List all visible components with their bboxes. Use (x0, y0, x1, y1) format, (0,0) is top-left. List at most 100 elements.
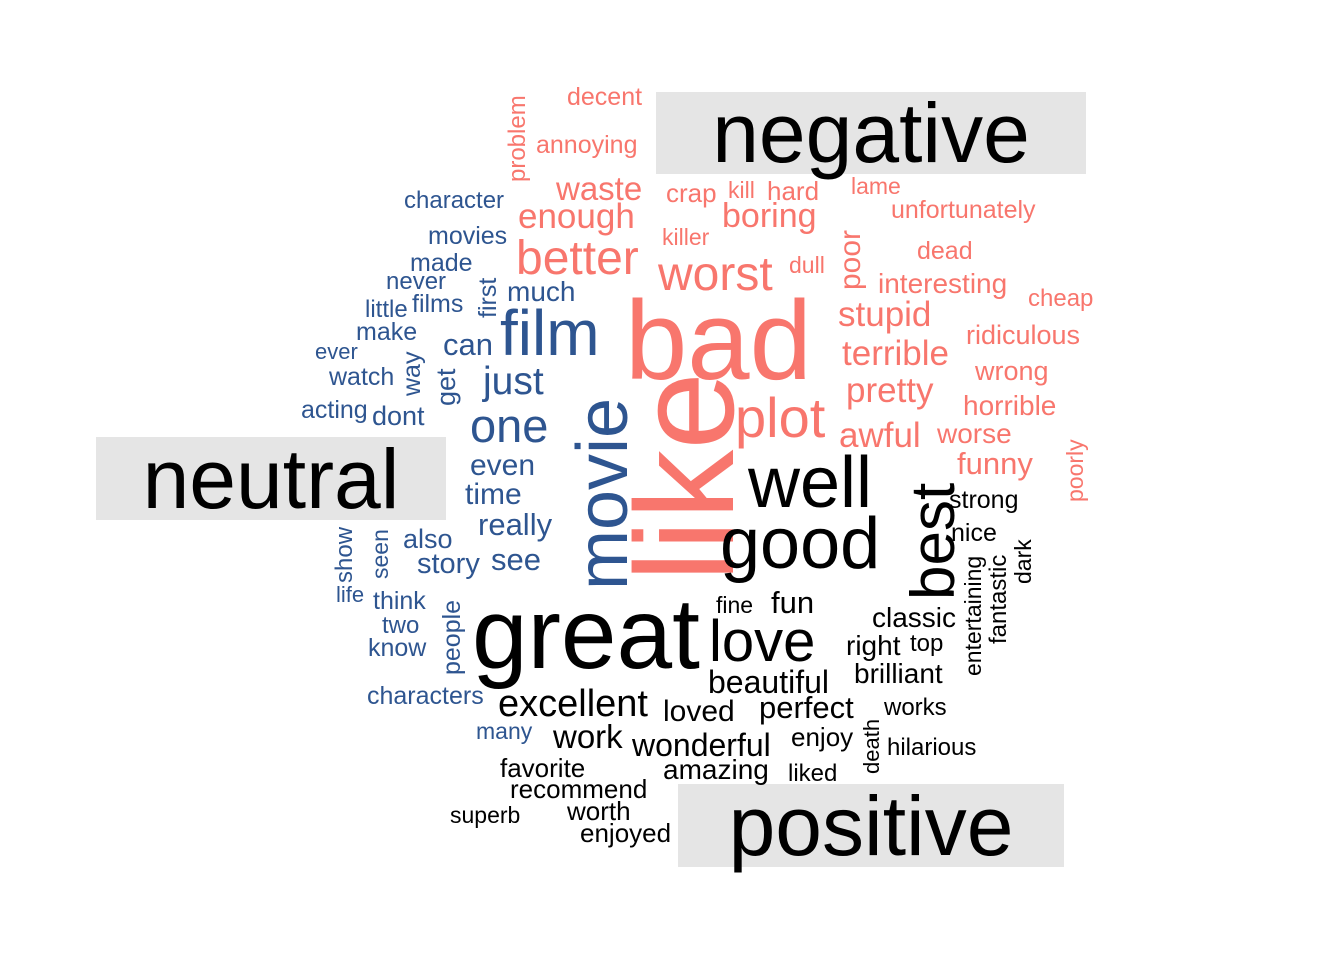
word-problem: problem (504, 95, 531, 182)
word-entertaining: entertaining (960, 555, 986, 676)
word-much: much (507, 276, 576, 307)
word-enough: enough (518, 197, 635, 236)
word-perfect: perfect (759, 690, 854, 725)
word-poorly: poorly (1062, 439, 1088, 502)
neutral-group-label: neutral (96, 437, 446, 521)
word-ridiculous: ridiculous (966, 320, 1081, 350)
word-worse: worse (937, 418, 1012, 449)
word-hilarious: hilarious (887, 734, 977, 761)
word-horrible: horrible (963, 390, 1057, 421)
word-films: films (412, 290, 464, 318)
word-stupid: stupid (838, 295, 932, 334)
word-also: also (403, 524, 453, 554)
word-life: life (336, 582, 365, 607)
word-strong: strong (949, 486, 1019, 514)
word-characters: characters (367, 682, 484, 710)
word-well: well (748, 443, 873, 523)
word-people: people (438, 599, 466, 675)
word-enjoy: enjoy (791, 722, 854, 752)
word-acting: acting (301, 396, 368, 424)
word-worth: worth (567, 796, 631, 826)
word-hard: hard (767, 176, 820, 206)
word-poor: poor (834, 229, 867, 290)
word-worst: worst (658, 248, 773, 301)
word-loved: loved (663, 695, 735, 728)
word-enjoyed: enjoyed (580, 818, 672, 848)
word-two: two (382, 612, 420, 639)
word-can: can (443, 327, 493, 362)
word-fun: fun (771, 585, 815, 620)
word-film: film (500, 297, 600, 369)
word-know: know (368, 634, 427, 662)
negative-group-label: negative (656, 91, 1086, 175)
word-ever: ever (315, 339, 358, 364)
word-just: just (483, 360, 544, 403)
word-really: really (478, 507, 553, 542)
word-dont: dont (372, 401, 425, 431)
word-liked: liked (788, 760, 838, 787)
word-fine: fine (716, 592, 754, 618)
word-even: even (470, 449, 536, 482)
word-movie: movie (563, 397, 643, 590)
positive-group-label: positive (678, 784, 1064, 868)
word-annoying: annoying (536, 131, 638, 159)
word-dead: dead (917, 237, 973, 265)
word-cheap: cheap (1028, 285, 1094, 312)
word-amazing: amazing (663, 754, 769, 785)
word-better: better (516, 232, 639, 285)
word-great: great (472, 578, 700, 690)
word-little: little (365, 296, 408, 323)
word-bad: bad (625, 278, 812, 403)
word-never: never (386, 268, 447, 295)
word-first: first (474, 277, 502, 318)
word-brilliant: brilliant (854, 658, 943, 689)
word-movies: movies (428, 222, 508, 250)
word-crap: crap (666, 178, 717, 208)
word-love: love (709, 609, 816, 674)
word-killer: killer (662, 224, 710, 250)
word-works: works (884, 694, 947, 721)
word-top: top (910, 630, 944, 657)
word-kill: kill (728, 177, 755, 203)
word-dark: dark (1010, 539, 1036, 584)
word-wrong: wrong (975, 356, 1049, 386)
word-excellent: excellent (498, 683, 648, 725)
word-interesting: interesting (878, 268, 1008, 299)
word-way: way (398, 351, 426, 396)
word-funny: funny (957, 446, 1033, 481)
word-show: show (331, 526, 358, 583)
word-watch: watch (329, 363, 395, 391)
word-one: one (470, 399, 549, 452)
word-good: good (720, 504, 881, 584)
word-story: story (417, 548, 480, 580)
word-death: death (859, 718, 884, 774)
word-make: make (356, 318, 418, 346)
word-see: see (491, 542, 541, 577)
word-right: right (846, 630, 901, 661)
word-decent: decent (567, 83, 643, 111)
word-wonderful: wonderful (632, 727, 771, 763)
word-seen: seen (367, 529, 393, 579)
word-terrible: terrible (842, 334, 949, 373)
word-character: character (404, 187, 505, 214)
word-pretty: pretty (846, 371, 934, 410)
word-unfortunately: unfortunately (891, 196, 1036, 224)
word-awful: awful (839, 416, 921, 455)
word-plot: plot (735, 386, 826, 449)
word-work: work (553, 718, 623, 755)
word-favorite: favorite (500, 753, 586, 783)
word-superb: superb (450, 802, 521, 828)
word-waste: waste (556, 170, 643, 207)
word-get: get (431, 368, 461, 406)
word-fantastic: fantastic (985, 554, 1012, 644)
word-think: think (373, 587, 426, 615)
word-nice: nice (951, 519, 997, 547)
word-classic: classic (872, 602, 957, 633)
word-lame: lame (851, 173, 901, 199)
word-boring: boring (722, 197, 817, 235)
word-made: made (410, 249, 473, 277)
word-dull: dull (789, 252, 825, 278)
word-time: time (465, 478, 522, 511)
word-recommend: recommend (510, 774, 648, 804)
